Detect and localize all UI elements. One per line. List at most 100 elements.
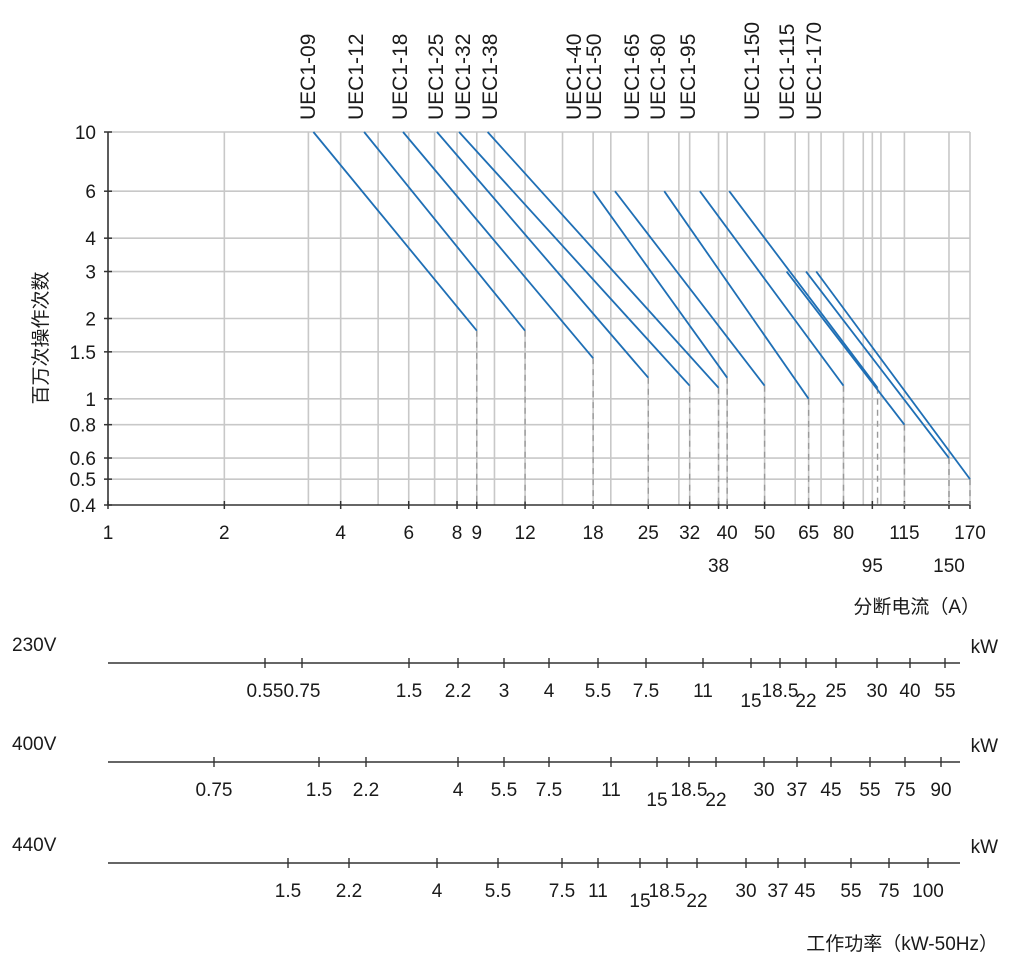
power-tick-label: 5.5: [485, 881, 511, 902]
power-tick-label: 18.5: [649, 881, 686, 902]
x-tick-label: 2: [219, 523, 230, 544]
series-label-uec1-170: UEC1-170: [803, 22, 826, 120]
x-tick-label: 40: [717, 523, 738, 544]
power-tick-label: 5.5: [491, 780, 517, 801]
series-labels: UEC1-09 UEC1-12 UEC1-18 UEC1-25 UEC1-32 UEC1-…: [297, 22, 826, 120]
power-tick-label: 11: [588, 881, 608, 902]
x-tick-label: 115: [889, 523, 919, 544]
series-label-uec1-50: UEC1-50: [583, 34, 606, 120]
x-tick-label: 170: [954, 523, 986, 544]
series-line-uec1-95: [728, 190, 879, 389]
unit-label: kW: [971, 837, 999, 858]
series-line-uec1-25: [436, 131, 649, 379]
x-tick-label: 6: [403, 523, 414, 544]
power-tick-label: 40: [899, 681, 920, 702]
power-scale-230v: 230V kW 0.55 0.75 1.5 2.2 3 4 5.5 7.5 11 15 18.522 25…: [12, 635, 998, 712]
voltage-label: 400V: [12, 734, 57, 755]
power-tick-label: 2.2: [445, 681, 471, 702]
power-tick-label: 55: [859, 780, 880, 801]
series-label-uec1-40: UEC1-40: [563, 34, 586, 120]
power-tick-label: 55: [934, 681, 955, 702]
x-tick-label: 25: [638, 523, 659, 544]
voltage-label: 440V: [12, 835, 57, 856]
power-tick-label: 15: [740, 691, 761, 712]
power-tick-label: 37: [767, 881, 788, 902]
y-tick-label: 0.4: [70, 496, 97, 517]
power-tick-label: 18.5: [762, 681, 799, 702]
power-tick-label: 30: [735, 881, 756, 902]
power-tick-label: 4: [453, 780, 464, 801]
power-tick-label: 45: [820, 780, 841, 801]
series-label-uec1-150: UEC1-150: [741, 22, 764, 120]
series-line-uec1-170: [815, 270, 971, 480]
power-tick-label: 4: [544, 681, 555, 702]
x-tick-label: 32: [679, 523, 700, 544]
series-label-uec1-95: UEC1-95: [677, 34, 700, 120]
series-line-uec1-38: [486, 131, 720, 389]
x-tick-label-lower: 95: [862, 556, 883, 577]
power-tick-label: 2.2: [336, 881, 362, 902]
power-tick-label: 11: [601, 780, 621, 801]
power-tick-label: 22: [705, 790, 726, 811]
series-label-uec1-80: UEC1-80: [647, 34, 670, 120]
voltage-label: 230V: [12, 635, 57, 656]
power-tick-label: 22: [686, 891, 707, 912]
power-tick-label: 18.5: [671, 780, 708, 801]
power-tick-label: 30: [866, 681, 887, 702]
power-tick-label: 15: [646, 790, 667, 811]
power-tick-label: 75: [878, 881, 899, 902]
power-tick-label: 75: [894, 780, 915, 801]
series-line-uec1-80: [699, 190, 845, 387]
power-tick-label: 1.5: [306, 780, 332, 801]
x-tick-label: 80: [833, 523, 854, 544]
y-tick-label: 4: [85, 229, 96, 250]
power-tick-label: 100: [912, 881, 944, 902]
x-tick-label: 9: [471, 523, 482, 544]
y-tick-label: 0.8: [70, 416, 96, 437]
series-line-uec1-40: [592, 190, 728, 379]
power-tick-label: 7.5: [536, 780, 562, 801]
series-line-uec1-115: [785, 270, 906, 426]
power-scales: 230V kW0.55 0.75 1.5 2.2 3 4 5.5 7.5 11 15 18.522 25…: [12, 635, 998, 912]
x-tick-label: 4: [335, 523, 346, 544]
power-tick-label: 2.2: [353, 780, 379, 801]
power-tick-label: 55: [840, 881, 861, 902]
y-tick-label: 3: [85, 263, 96, 284]
unit-label: kW: [971, 637, 999, 658]
power-tick-label: 7.5: [549, 881, 575, 902]
power-tick-label: 90: [930, 780, 951, 801]
x-axis-label: 分断电流（A）: [853, 596, 980, 618]
power-tick-label: 4: [432, 881, 443, 902]
power-tick-label: 7.5: [633, 681, 659, 702]
power-tick-label: 45: [794, 881, 815, 902]
x-tick-label: 8: [452, 523, 463, 544]
power-scales-title: 工作功率（kW-50Hz）: [806, 933, 998, 955]
power-tick-label: 25: [825, 681, 846, 702]
power-tick-label: 0.55: [247, 681, 284, 702]
y-tick-label: 1: [85, 390, 96, 411]
x-tick-label-lower: 150: [933, 556, 965, 577]
series-line-uec1-50: [614, 190, 766, 387]
series-line-uec1-18: [402, 131, 594, 359]
unit-label: kW: [971, 736, 999, 757]
power-tick-label: 30: [753, 780, 774, 801]
series-label-uec1-65: UEC1-65: [621, 34, 644, 120]
series-label-uec1-38: UEC1-38: [479, 34, 502, 120]
y-tick-label: 6: [85, 182, 96, 203]
x-tick-label-lower: 38: [708, 556, 729, 577]
power-tick-label: 11: [693, 681, 713, 702]
series-line-uec1-32: [458, 131, 691, 387]
power-scale-400v: 400V kW 0.75 1.5 2.2 4 5.5 7.5 11 15 18.522 30 37 45 5…: [12, 734, 998, 811]
x-tick-label: 18: [583, 523, 604, 544]
x-tick-label: 65: [798, 523, 819, 544]
power-tick-label: 3: [499, 681, 510, 702]
y-tick-label: 2: [85, 310, 96, 331]
power-tick-label: 22: [795, 691, 816, 712]
series-label-uec1-115: UEC1-115: [776, 24, 799, 121]
series-line-uec1-150: [805, 270, 950, 459]
x-tick-label: 1: [103, 523, 114, 544]
series-line-uec1-12: [363, 131, 526, 332]
